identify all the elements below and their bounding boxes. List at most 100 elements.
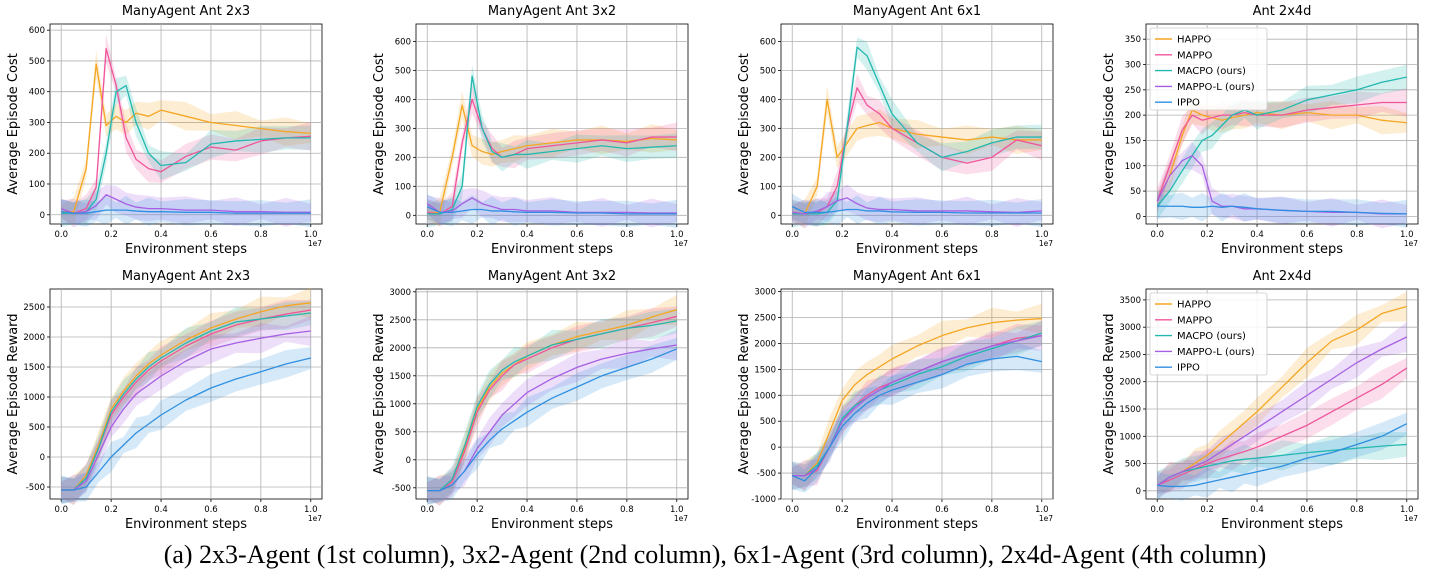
x-scale-label: 1e7 xyxy=(308,514,322,523)
ytick-label: 3000 xyxy=(389,288,411,298)
y-axis-label: Average Episode Reward xyxy=(1102,313,1117,474)
ytick-label: 3000 xyxy=(754,288,776,298)
legend-label-macpo-ours: MACPO (ours) xyxy=(1177,331,1246,342)
band-macpo-ours xyxy=(1157,64,1407,221)
ytick-label: 0 xyxy=(771,443,776,453)
series-line-happo xyxy=(1156,305,1407,486)
band-macpo-ours xyxy=(792,37,1042,228)
ytick-label: 100 xyxy=(1125,162,1141,172)
x-scale-label: 1e7 xyxy=(674,239,688,248)
band-ippo xyxy=(1157,412,1407,501)
xtick-label: 0.6 xyxy=(935,230,949,240)
band-mappo-l-ours xyxy=(427,188,677,228)
x-scale-label: 1e7 xyxy=(674,514,688,523)
series-line-mappo-l-ours xyxy=(1156,336,1408,486)
y-axis-label: Average Episode Reward xyxy=(372,313,387,474)
series-line-ippo xyxy=(791,206,1042,214)
ytick-label: 3000 xyxy=(1119,323,1141,333)
series-line-happo xyxy=(792,317,1042,477)
ytick-label: 1500 xyxy=(754,365,776,375)
chart-panel-6: 0.0 0.2 0.4 0.6 0.8 1.0 -500 0 500 1000 1500 2000 25… xyxy=(372,269,689,532)
plot-frame xyxy=(780,23,1054,225)
y-axis-label: Average Episode Reward xyxy=(6,313,21,474)
series-line-macpo-ours xyxy=(61,312,311,491)
xtick-label: 0.0 xyxy=(785,230,799,240)
x-axis-label: Environment steps xyxy=(125,517,247,532)
ytick-label: 350 xyxy=(1125,35,1141,45)
band-mappo-l-ours xyxy=(427,329,677,506)
series-line-ippo xyxy=(1157,205,1407,215)
y-axis-label: Average Episode Cost xyxy=(6,53,21,195)
xtick-label: 1.0 xyxy=(1400,230,1414,240)
ytick-label: 200 xyxy=(395,153,411,163)
series-line-mappo xyxy=(1156,367,1408,486)
x-scale-label: 1e7 xyxy=(1404,514,1418,523)
chart-panel-2: 0.0 0.2 0.4 0.6 0.8 1.0 0 100 200 300 400 500 600 Man… xyxy=(372,4,689,257)
plot-frame xyxy=(780,288,1054,500)
legend-label-ippo: IPPO xyxy=(1177,363,1200,374)
band-ippo xyxy=(61,195,311,228)
series-line-happo xyxy=(61,63,311,213)
xtick-label: 0.2 xyxy=(104,505,118,515)
legend-box xyxy=(1149,292,1268,376)
xtick-label: 0.8 xyxy=(1350,505,1364,515)
series-line-mappo xyxy=(1156,101,1407,202)
ytick-label: 2000 xyxy=(754,339,776,349)
series-line-macpo-ours xyxy=(1156,76,1407,207)
series-line-ippo xyxy=(426,206,677,215)
series-line-ippo xyxy=(791,355,1042,482)
xtick-label: 0.4 xyxy=(154,505,168,515)
chart-title: ManyAgent Ant 3x2 xyxy=(488,4,616,19)
legend-label-ippo: IPPO xyxy=(1177,98,1200,109)
ytick-label: 3500 xyxy=(1119,296,1141,306)
xtick-label: 0.2 xyxy=(835,505,849,515)
plot-frame xyxy=(49,288,323,500)
ytick-label: 2000 xyxy=(23,333,45,343)
chart-title: ManyAgent Ant 2x3 xyxy=(122,4,250,19)
band-happo xyxy=(1157,291,1407,493)
chart-title: Ant 2x4d xyxy=(1253,269,1312,284)
ytick-label: 500 xyxy=(29,423,45,433)
ytick-label: 1500 xyxy=(389,372,411,382)
ytick-label: 300 xyxy=(760,124,776,134)
ytick-label: -500 xyxy=(26,483,45,493)
chart-panel-4: 0.0 0.2 0.4 0.6 0.8 1.0 0 50 100 150 200 250 300 350 A… xyxy=(1102,4,1419,257)
series-line-mappo-l-ours xyxy=(61,194,311,214)
xtick-label: 0.0 xyxy=(1150,505,1164,515)
ytick-label: 1500 xyxy=(23,363,45,373)
xtick-label: 0.4 xyxy=(520,230,534,240)
figure-caption: (a) 2x3-Agent (1st column), 3x2-Agent (2… xyxy=(163,540,1267,569)
chart-title: ManyAgent Ant 3x2 xyxy=(488,269,616,284)
ytick-label: 1000 xyxy=(389,400,411,410)
ytick-label: -1000 xyxy=(751,495,776,505)
band-mappo xyxy=(61,34,311,225)
xtick-label: 0.2 xyxy=(470,230,484,240)
series-line-macpo-ours xyxy=(427,320,677,492)
y-axis-label: Average Episode Cost xyxy=(1102,53,1117,195)
xtick-label: 0.0 xyxy=(54,505,68,515)
x-axis-label: Environment steps xyxy=(856,242,978,257)
xtick-label: 0.8 xyxy=(620,230,634,240)
x-scale-label: 1e7 xyxy=(1039,239,1053,248)
ytick-label: 200 xyxy=(760,153,776,163)
xtick-label: 1.0 xyxy=(1035,505,1049,515)
ytick-label: 400 xyxy=(760,95,776,105)
ytick-label: 200 xyxy=(29,149,45,159)
x-axis-label: Environment steps xyxy=(1221,242,1343,257)
xtick-label: 0.4 xyxy=(520,505,534,515)
band-happo xyxy=(1157,96,1407,209)
series-line-happo xyxy=(792,98,1042,215)
xtick-label: 0.6 xyxy=(570,230,584,240)
band-happo xyxy=(61,287,311,506)
ytick-label: 300 xyxy=(395,124,411,134)
xtick-label: 0.2 xyxy=(835,230,849,240)
series-line-macpo-ours xyxy=(792,46,1042,215)
series-line-ippo xyxy=(1157,423,1408,488)
ytick-label: 500 xyxy=(1125,460,1141,470)
band-happo xyxy=(427,91,677,227)
ytick-label: 100 xyxy=(760,182,776,192)
ytick-label: 50 xyxy=(1130,187,1141,197)
xtick-label: 0.8 xyxy=(254,505,268,515)
legend-label-macpo-ours: MACPO (ours) xyxy=(1177,66,1246,77)
series-line-happo xyxy=(61,302,311,491)
